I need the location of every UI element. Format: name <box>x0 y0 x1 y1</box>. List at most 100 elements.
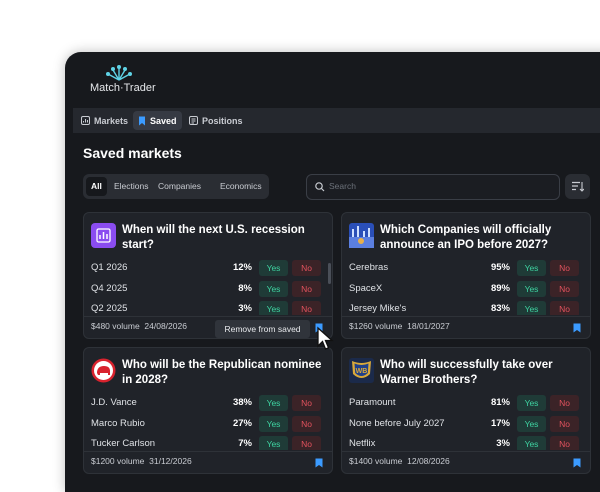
no-button[interactable]: No <box>292 395 321 411</box>
no-button[interactable]: No <box>292 436 321 450</box>
outcome-row: Paramount 81% Yes No <box>349 394 583 412</box>
volume: $1200 volume <box>91 456 145 466</box>
no-button[interactable]: No <box>550 415 579 432</box>
tab[interactable]: Saved <box>133 111 182 130</box>
outcome-percent: 89% <box>490 282 510 294</box>
market-title[interactable]: Who will be the Republican nominee in 20… <box>122 359 322 386</box>
yes-button[interactable]: Yes <box>259 436 288 450</box>
outcome-percent: 17% <box>490 417 510 429</box>
card-footer: $1260 volume 18/01/2027 <box>349 321 450 331</box>
end-date: 24/08/2026 <box>144 321 187 331</box>
outcome-percent: 27% <box>232 417 252 429</box>
card-divider <box>342 316 590 317</box>
outcome-label: Marco Rubio <box>91 417 145 429</box>
yes-button[interactable]: Yes <box>517 260 546 276</box>
page: Match·Trader Markets Saved Positions Sav… <box>65 52 600 492</box>
yes-button[interactable]: Yes <box>517 395 546 411</box>
tab-label: Saved <box>150 115 177 126</box>
outcome-row: Tucker Carlson 7% Yes No <box>91 435 325 450</box>
outcome-row: None before July 2027 17% Yes No <box>349 415 583 433</box>
market-icon <box>91 223 116 248</box>
market-card: WB Who will successfully take over Warner… <box>341 347 591 474</box>
end-date: 12/08/2026 <box>407 456 450 466</box>
market-card: When will the next U.S. recession start?… <box>83 212 333 339</box>
bookmark-button[interactable] <box>315 455 323 473</box>
tooltip: Remove from saved <box>215 320 310 338</box>
market-card: Which Companies will officially announce… <box>341 212 591 339</box>
outcome-row: Jersey Mike's 83% Yes No <box>349 300 583 315</box>
yes-button[interactable]: Yes <box>517 301 546 315</box>
outcome-label: Q4 2025 <box>91 282 128 294</box>
filter-chip[interactable]: All <box>86 177 107 196</box>
tab[interactable]: Markets <box>76 111 133 130</box>
card-footer: $1200 volume 31/12/2026 <box>91 456 192 466</box>
bookmark-button[interactable] <box>573 455 581 473</box>
market-title[interactable]: When will the next U.S. recession start? <box>122 224 305 251</box>
outcome-label: Jersey Mike's <box>349 303 407 314</box>
outcome-row: Marco Rubio 27% Yes No <box>91 415 325 433</box>
no-button[interactable]: No <box>550 436 579 450</box>
yes-button[interactable]: Yes <box>517 280 546 297</box>
card-divider <box>84 451 332 452</box>
filter-chip[interactable]: Companies <box>158 181 201 191</box>
search-placeholder: Search <box>329 181 356 191</box>
outcome-row: Q1 2026 12% Yes No <box>91 259 325 277</box>
outcome-percent: 12% <box>232 262 252 273</box>
search-box[interactable]: Search <box>306 174 560 200</box>
filter-chip[interactable]: Economics <box>220 181 262 191</box>
no-button[interactable]: No <box>550 301 579 315</box>
outcome-label: Q1 2026 <box>91 262 128 273</box>
card-footer: $1400 volume 12/08/2026 <box>349 456 450 466</box>
yes-button[interactable]: Yes <box>259 301 288 315</box>
outcome-list: Q1 2026 12% Yes No Q4 2025 8% Yes No Q2 2025 3% Ye… <box>84 259 332 315</box>
market-title[interactable]: Who will successfully take over Warner B… <box>380 359 553 386</box>
market-title[interactable]: Which Companies will officially announce… <box>380 224 552 251</box>
mouse-cursor <box>317 326 334 350</box>
outcome-row: SpaceX 89% Yes No <box>349 280 583 298</box>
outcome-label: J.D. Vance <box>91 397 137 408</box>
market-card: Who will be the Republican nominee in 20… <box>83 347 333 474</box>
yes-button[interactable]: Yes <box>259 415 288 432</box>
no-button[interactable]: No <box>550 395 579 411</box>
no-button[interactable]: No <box>550 260 579 276</box>
outcome-row: Netflix 3% Yes No <box>349 435 583 450</box>
volume: $1400 volume <box>349 456 403 466</box>
tab[interactable]: Positions <box>184 111 248 130</box>
no-button[interactable]: No <box>292 301 321 315</box>
no-button[interactable]: No <box>292 280 321 297</box>
outcome-percent: 95% <box>490 262 510 273</box>
outcome-label: Paramount <box>349 397 396 408</box>
bookmark-button[interactable] <box>573 320 581 338</box>
outcome-label: Cerebras <box>349 262 389 273</box>
outcome-label: Netflix <box>349 438 376 449</box>
tab-label: Markets <box>94 115 129 126</box>
outcome-percent: 3% <box>238 303 252 314</box>
no-button[interactable]: No <box>550 280 579 297</box>
scrollbar-thumb <box>328 263 331 284</box>
outcome-percent: 38% <box>232 397 252 408</box>
card-footer: $480 volume 24/08/2026 <box>91 321 187 331</box>
yes-button[interactable]: Yes <box>517 436 546 450</box>
filter-chips: All Elections Companies Economics <box>83 174 269 199</box>
volume: $480 volume <box>91 321 140 331</box>
market-icon <box>349 223 374 248</box>
app-window: Match·Trader Markets Saved Positions Sav… <box>65 52 600 492</box>
yes-button[interactable]: Yes <box>259 260 288 276</box>
filter-chip[interactable]: Elections <box>114 181 149 191</box>
outcome-percent: 81% <box>490 397 510 408</box>
no-button[interactable]: No <box>292 260 321 276</box>
outcome-list: Cerebras 95% Yes No SpaceX 89% Yes No Jersey Mik… <box>342 259 590 315</box>
yes-button[interactable]: Yes <box>259 280 288 297</box>
yes-button[interactable]: Yes <box>259 395 288 411</box>
logo-text: Match·Trader <box>90 82 156 94</box>
card-divider <box>84 316 332 317</box>
end-date: 18/01/2027 <box>407 321 450 331</box>
svg-text:WB: WB <box>356 368 368 375</box>
page-heading: Saved markets <box>83 145 182 161</box>
filter-button[interactable] <box>565 174 590 199</box>
end-date: 31/12/2026 <box>149 456 192 466</box>
yes-button[interactable]: Yes <box>517 415 546 432</box>
outcome-percent: 83% <box>490 303 510 314</box>
no-button[interactable]: No <box>292 415 321 432</box>
outcome-percent: 3% <box>496 438 510 449</box>
